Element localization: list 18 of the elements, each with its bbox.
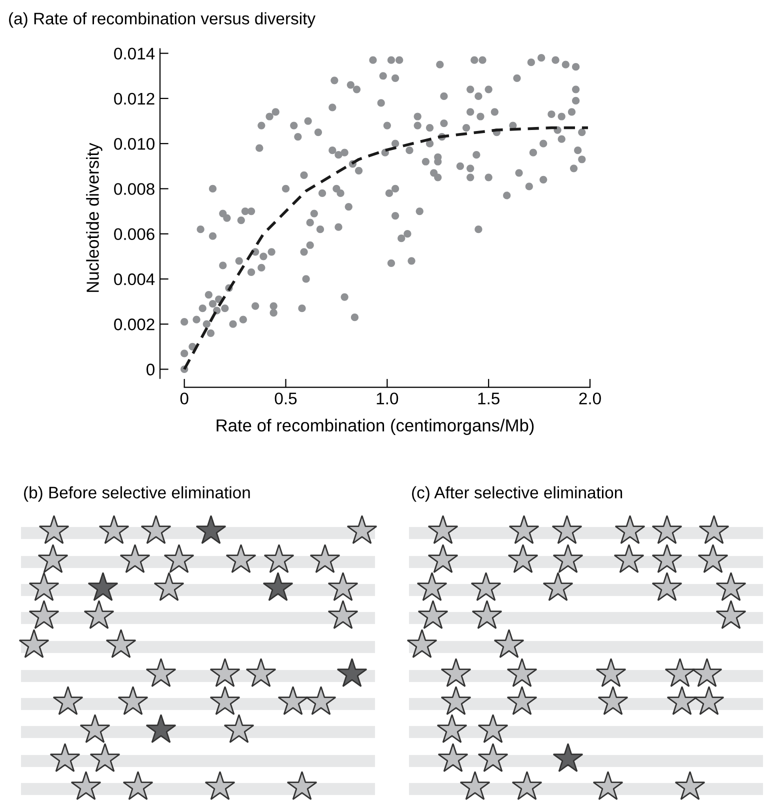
text: (c) After selective elimination xyxy=(412,486,622,502)
x-tick-label: 2.0 xyxy=(579,392,601,404)
y-tick-label: 0.008 xyxy=(114,183,154,195)
x-tick-label: 0.5 xyxy=(274,392,297,404)
y-tick-label: 0.014 xyxy=(114,48,155,60)
y-tick-label: 0 xyxy=(146,364,154,376)
text: (b) Before selective elimination xyxy=(24,486,250,502)
x-tick-label: 1.5 xyxy=(478,392,500,404)
y-tick-label: 0.012 xyxy=(114,92,154,105)
y-tick-label: 0.002 xyxy=(114,318,154,330)
y-tick-label: 0.006 xyxy=(114,228,154,240)
x-tick-label: 1.0 xyxy=(376,392,398,404)
y-axis-title: Nucleotide diversity xyxy=(86,142,102,292)
y-tick-label: 0.010 xyxy=(114,138,154,150)
y-tick-label: 0.004 xyxy=(114,273,155,286)
x-axis-title: Rate of recombination (centimorgans/Mb) xyxy=(216,418,534,435)
x-tick-label: 0 xyxy=(180,392,188,404)
chart-title: (a) Rate of recombination versus diversity xyxy=(9,12,316,28)
